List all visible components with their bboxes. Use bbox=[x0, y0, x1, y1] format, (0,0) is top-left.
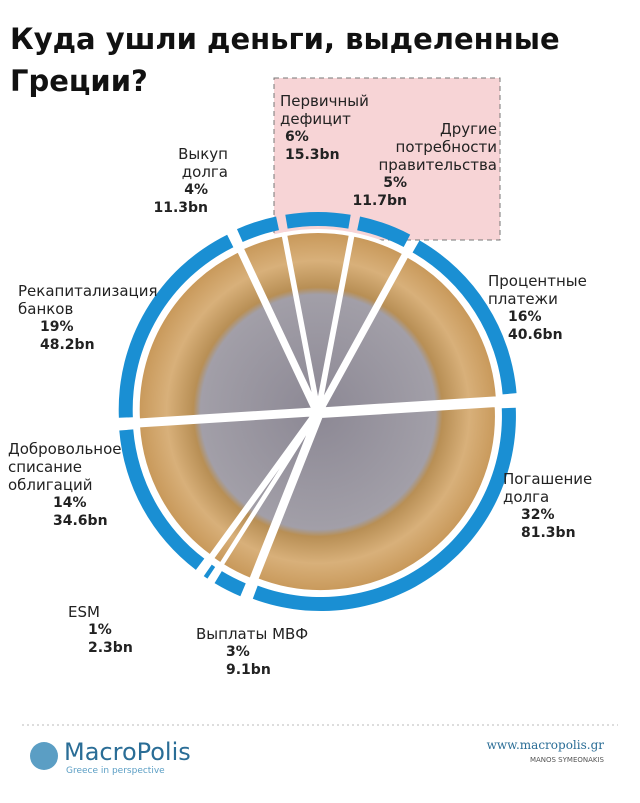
amount-label: 15.3bn bbox=[285, 147, 340, 163]
ring-segment bbox=[412, 240, 517, 395]
slice bbox=[208, 414, 317, 568]
slice-label: Добровольное списание облигаций 14% 34.6bn bbox=[8, 440, 122, 530]
slice-label: Первичный дефицит 6% 15.3bn bbox=[280, 92, 369, 164]
slice-label: Процентные платежи 16% 40.6bn bbox=[488, 272, 587, 344]
url: www.macropolis.gr bbox=[486, 738, 604, 752]
slice bbox=[317, 232, 408, 409]
percent-label: 14% bbox=[53, 495, 87, 511]
amount-label: 9.1bn bbox=[226, 662, 271, 678]
tagline: Greece in perspective bbox=[66, 766, 165, 776]
slice-label: Рекапитализация банков 19% 48.2bn bbox=[18, 282, 158, 354]
slice bbox=[253, 402, 499, 595]
category-name: Добровольное списание облигаций bbox=[8, 440, 122, 494]
ring-segment bbox=[236, 216, 279, 242]
percent-label: 32% bbox=[521, 507, 555, 523]
amount-label: 48.2bn bbox=[40, 337, 95, 353]
slice bbox=[238, 232, 319, 409]
ring-segment bbox=[285, 212, 351, 229]
amount-label: 40.6bn bbox=[508, 327, 563, 343]
title: Куда ушли деньги, выделенные Греции? bbox=[10, 22, 560, 98]
percent-label: 19% bbox=[40, 319, 74, 335]
ring-segment bbox=[357, 216, 411, 247]
ring-segment bbox=[119, 429, 205, 570]
category-name: Другие потребности правительства bbox=[378, 120, 497, 174]
category-name: ESM bbox=[68, 603, 100, 621]
category-name: Первичный дефицит bbox=[280, 92, 369, 128]
category-name: Рекапитализация банков bbox=[18, 282, 158, 318]
slice-label: Другие потребности правительства 5% 11.7bn bbox=[352, 120, 497, 210]
amount-label: 11.3bn bbox=[153, 200, 208, 216]
ring-segment bbox=[118, 234, 234, 418]
slice bbox=[135, 412, 318, 560]
slice-label: Выплаты МВФ 3% 9.1bn bbox=[196, 625, 308, 679]
credit: MANOS SYMEONAKIS bbox=[529, 756, 604, 764]
ring-segment bbox=[203, 564, 216, 579]
percent-label: 6% bbox=[285, 129, 309, 145]
amount-label: 34.6bn bbox=[53, 513, 108, 529]
ring-segment bbox=[214, 571, 246, 597]
amount-label: 81.3bn bbox=[521, 525, 576, 541]
percent-label: 16% bbox=[508, 309, 542, 325]
slice-label: Выкуп долга 4% 11.3bn bbox=[153, 145, 228, 217]
percent-label: 5% bbox=[383, 175, 407, 191]
category-name: Выплаты МВФ bbox=[196, 625, 309, 643]
ring-segment bbox=[252, 407, 516, 612]
amount-label: 2.3bn bbox=[88, 640, 133, 656]
category-name: Погашение долга bbox=[503, 470, 593, 506]
percent-label: 3% bbox=[226, 644, 250, 660]
category-name: Процентные платежи bbox=[488, 272, 587, 308]
percent-label: 4% bbox=[184, 182, 208, 198]
slice-label: Погашение долга 32% 81.3bn bbox=[503, 470, 592, 542]
slice bbox=[318, 252, 500, 412]
percent-label: 1% bbox=[88, 622, 112, 638]
slice-label: ESM 1% 2.3bn bbox=[68, 603, 133, 657]
slice bbox=[135, 247, 317, 423]
amount-label: 11.7bn bbox=[352, 193, 407, 209]
brand: MacroPolis bbox=[64, 738, 191, 766]
category-name: Выкуп долга bbox=[178, 145, 228, 181]
logo-icon bbox=[30, 742, 58, 770]
